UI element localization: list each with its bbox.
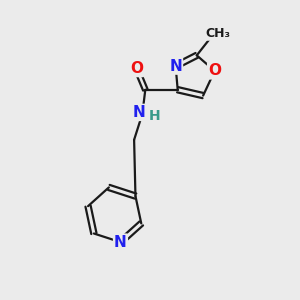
Text: O: O bbox=[130, 61, 143, 76]
Text: H: H bbox=[149, 109, 161, 123]
Text: N: N bbox=[114, 235, 127, 250]
Text: N: N bbox=[132, 105, 145, 120]
Text: O: O bbox=[208, 63, 221, 78]
Text: N: N bbox=[169, 58, 182, 74]
Text: CH₃: CH₃ bbox=[206, 27, 231, 40]
